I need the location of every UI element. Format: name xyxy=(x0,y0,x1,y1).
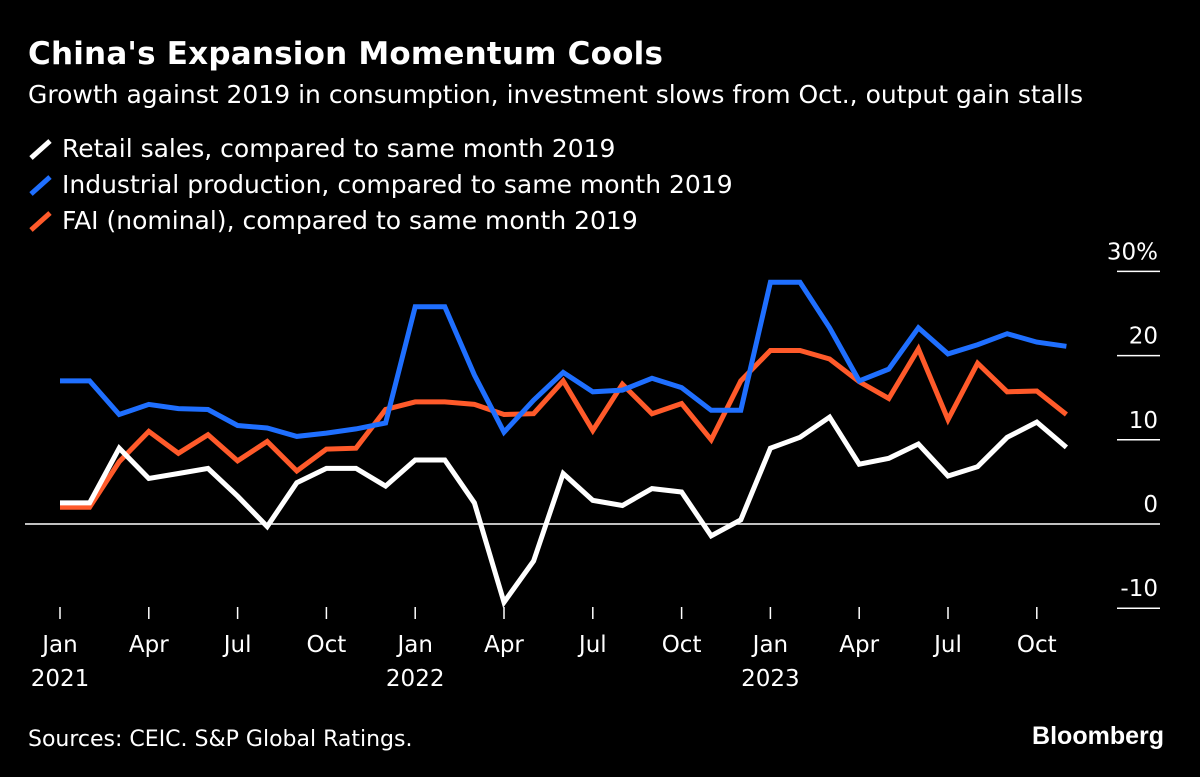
source-note: Sources: CEIC. S&P Global Ratings. xyxy=(28,727,412,752)
x-tick-label-month: Oct xyxy=(1017,632,1057,658)
series-line-industrial xyxy=(60,282,1066,436)
x-tick-label-month: Jan xyxy=(40,632,77,658)
x-tick-label-month: Oct xyxy=(307,632,347,658)
y-tick-label: 30% xyxy=(1107,239,1158,265)
x-tick-label-year: 2023 xyxy=(741,666,800,692)
y-tick-label: -10 xyxy=(1120,576,1158,602)
x-tick-label-month: Jul xyxy=(577,632,607,658)
x-tick-label-month: Jul xyxy=(222,632,252,658)
brand-logo: Bloomberg xyxy=(1032,722,1164,751)
x-tick-label-year: 2022 xyxy=(386,666,445,692)
x-tick-label-month: Apr xyxy=(129,632,169,658)
x-tick-label-month: Oct xyxy=(662,632,702,658)
x-tick-label-year: 2021 xyxy=(31,666,90,692)
x-tick-label-month: Jan xyxy=(751,632,788,658)
x-tick-label-month: Apr xyxy=(484,632,524,658)
y-tick-label: 20 xyxy=(1129,324,1158,350)
series-line-retail xyxy=(60,417,1066,602)
x-tick-label-month: Apr xyxy=(839,632,879,658)
x-tick-label-month: Jan xyxy=(395,632,432,658)
y-tick-label: 0 xyxy=(1143,492,1158,518)
y-tick-label: 10 xyxy=(1129,408,1158,434)
x-tick-label-month: Jul xyxy=(932,632,962,658)
line-chart: -10 0 10 20 30% Jan 2021 Apr Jul Oct Jan 2022 Apr Jul… xyxy=(0,0,1200,777)
